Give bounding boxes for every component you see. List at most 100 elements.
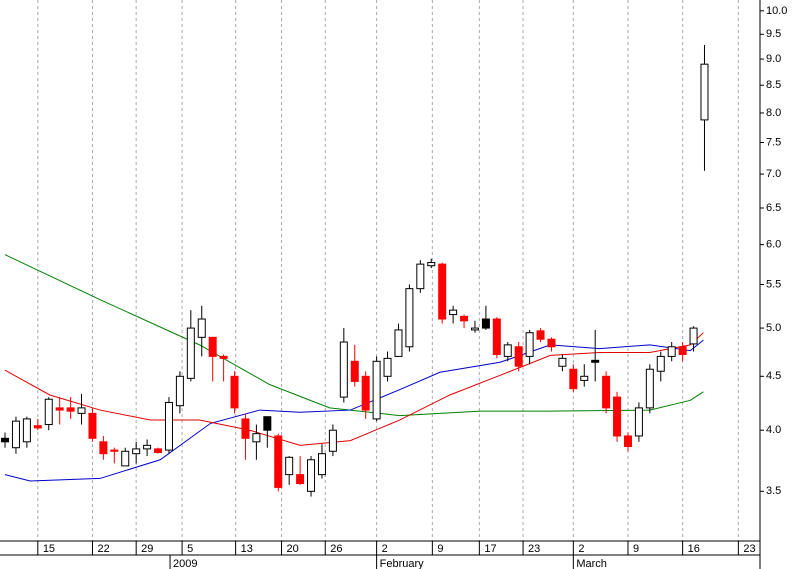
candle-body (438, 263, 447, 320)
candle-body (121, 450, 130, 467)
month-label: February (380, 558, 425, 569)
x-tick-label: 22 (97, 543, 109, 555)
candle-body (700, 63, 709, 121)
y-tick-label: 7.5 (766, 136, 781, 148)
y-tick-label: 9.5 (766, 28, 781, 40)
y-tick-label: 5.5 (766, 278, 781, 290)
x-tick-label: 17 (484, 543, 496, 555)
candle-body (99, 441, 108, 455)
y-tick-label: 8.0 (766, 107, 781, 119)
candle-body (252, 433, 261, 443)
x-tick-label: 23 (528, 543, 540, 555)
candle-body (678, 346, 687, 355)
candle-body (427, 262, 436, 267)
candle-body (175, 375, 184, 407)
candle-body (230, 375, 239, 409)
candle-body (503, 344, 512, 357)
candle-body (110, 449, 119, 452)
candle-body (470, 327, 479, 331)
candle-body (285, 456, 294, 476)
candle-body (569, 368, 578, 390)
candle-body (186, 327, 195, 379)
y-tick-label: 3.5 (766, 485, 781, 497)
y-tick-label: 4.0 (766, 424, 781, 436)
candle-body (55, 407, 64, 411)
candle-body (22, 418, 31, 443)
candle-body (33, 425, 42, 429)
candle-body (514, 346, 523, 367)
candle-body (66, 407, 75, 412)
y-tick-label: 6.0 (766, 239, 781, 251)
candle-body (613, 396, 622, 437)
candle-body (394, 329, 403, 357)
x-tick-label: 9 (437, 543, 443, 555)
candle-body (164, 401, 173, 451)
candle-body (460, 315, 469, 322)
candle-body (416, 263, 425, 290)
x-tick-label: 26 (330, 543, 342, 555)
candle-body (154, 448, 163, 453)
candle-body (667, 346, 676, 357)
x-tick-label: 2 (382, 543, 388, 555)
x-tick-label: 16 (688, 543, 700, 555)
candle-body (602, 375, 611, 409)
candle-body (241, 418, 250, 439)
candle-body (219, 355, 228, 359)
candle-body (372, 360, 381, 420)
x-tick-label: 2 (578, 543, 584, 555)
candle-body (11, 420, 20, 449)
candle-body (317, 453, 326, 476)
candle-body (328, 429, 337, 452)
y-tick-label: 7.0 (766, 168, 781, 180)
candle-body (481, 318, 490, 329)
candle-body (197, 318, 206, 338)
y-tick-label: 10.0 (766, 5, 787, 17)
y-tick-label: 8.5 (766, 79, 781, 91)
candle-body (361, 375, 370, 411)
x-tick-label: 20 (287, 543, 299, 555)
candle-body (623, 435, 632, 448)
x-tick-label: 9 (633, 543, 639, 555)
candle-body (44, 398, 53, 426)
candle-body (383, 357, 392, 377)
candle-body (634, 407, 643, 437)
moving-average (4, 332, 704, 446)
candle-body (132, 448, 141, 455)
candle-body (77, 407, 86, 414)
candle-body (536, 330, 545, 340)
candle-body (208, 336, 217, 357)
candle-body (580, 375, 589, 381)
candle-body (558, 357, 567, 367)
candle-body (339, 341, 348, 398)
candle-body (405, 288, 414, 348)
y-tick-label: 9.0 (766, 53, 781, 65)
candle-body (547, 338, 556, 348)
candle-body (689, 327, 698, 345)
month-label: March (576, 558, 607, 569)
candle-body (296, 474, 305, 485)
x-tick-label: 15 (43, 543, 55, 555)
candle-body (350, 360, 359, 382)
candle-body (645, 368, 654, 409)
x-tick-label: 13 (241, 543, 253, 555)
moving-average (4, 254, 704, 417)
y-tick-label: 5.0 (766, 322, 781, 334)
candle-body (1, 437, 10, 443)
candle-body (449, 309, 458, 316)
month-label: 2009 (173, 558, 197, 569)
candle-body (143, 444, 152, 450)
candle-body (656, 355, 665, 372)
candle-body (274, 435, 283, 488)
x-tick-label: 5 (187, 543, 193, 555)
y-tick-label: 6.5 (766, 202, 781, 214)
candle-body (263, 416, 272, 431)
y-tick-label: 4.5 (766, 370, 781, 382)
candle-body (88, 412, 97, 439)
candle-body (307, 459, 316, 492)
x-tick-label: 23 (743, 543, 755, 555)
x-tick-label: 29 (141, 543, 153, 555)
candle-body (525, 332, 534, 357)
candle-body (591, 359, 600, 363)
candle-body (492, 318, 501, 355)
